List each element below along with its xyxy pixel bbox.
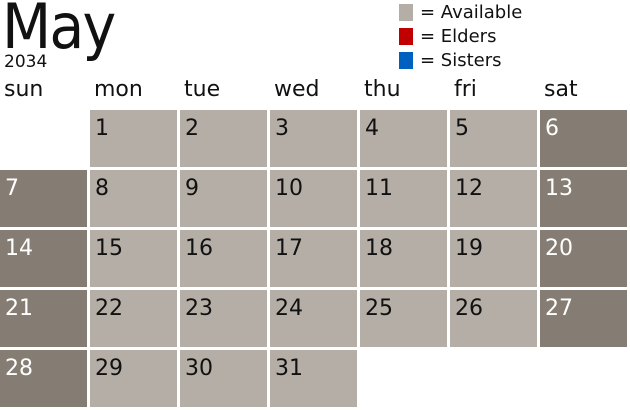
legend-item-elders: = Elders [399, 24, 522, 48]
weekday-header-sat: sat [544, 77, 578, 102]
day-cell-13[interactable]: 13 [540, 170, 627, 227]
day-cell-2[interactable]: 2 [180, 110, 267, 167]
legend-label: = Elders [420, 25, 497, 47]
day-cell-16[interactable]: 16 [180, 230, 267, 287]
weekday-header-mon: mon [94, 77, 143, 102]
day-cell-22[interactable]: 22 [90, 290, 177, 347]
day-cell-11[interactable]: 11 [360, 170, 447, 227]
elders-swatch [399, 27, 413, 45]
weekday-header-fri: fri [454, 77, 477, 102]
weekday-header-wed: wed [274, 77, 320, 102]
legend-item-sisters: = Sisters [399, 48, 522, 72]
day-cell-18[interactable]: 18 [360, 230, 447, 287]
day-cell-28[interactable]: 28 [0, 350, 87, 407]
day-cell-6[interactable]: 6 [540, 110, 627, 167]
day-cell-29[interactable]: 29 [90, 350, 177, 407]
day-cell-14[interactable]: 14 [0, 230, 87, 287]
day-cell-5[interactable]: 5 [450, 110, 537, 167]
day-cell-4[interactable]: 4 [360, 110, 447, 167]
legend-item-available: = Available [399, 0, 522, 24]
day-cell-23[interactable]: 23 [180, 290, 267, 347]
day-cell-24[interactable]: 24 [270, 290, 357, 347]
day-cell-26[interactable]: 26 [450, 290, 537, 347]
weekday-header-tue: tue [184, 77, 221, 102]
weekday-header-sun: sun [4, 77, 44, 102]
year-label: 2034 [4, 52, 48, 72]
legend: = Available = Elders = Sisters [399, 0, 522, 72]
day-cell-31[interactable]: 31 [270, 350, 357, 407]
day-cell-10[interactable]: 10 [270, 170, 357, 227]
day-cell-21[interactable]: 21 [0, 290, 87, 347]
legend-label: = Sisters [420, 49, 502, 71]
legend-label: = Available [420, 1, 523, 23]
weekday-header-thu: thu [364, 77, 401, 102]
day-cell-20[interactable]: 20 [540, 230, 627, 287]
day-cell-7[interactable]: 7 [0, 170, 87, 227]
day-cell-27[interactable]: 27 [540, 290, 627, 347]
day-cell-30[interactable]: 30 [180, 350, 267, 407]
day-cell-17[interactable]: 17 [270, 230, 357, 287]
day-cell-9[interactable]: 9 [180, 170, 267, 227]
day-cell-19[interactable]: 19 [450, 230, 537, 287]
available-swatch [399, 3, 413, 21]
day-cell-25[interactable]: 25 [360, 290, 447, 347]
day-cell-15[interactable]: 15 [90, 230, 177, 287]
day-cell-12[interactable]: 12 [450, 170, 537, 227]
day-cell-1[interactable]: 1 [90, 110, 177, 167]
day-cell-8[interactable]: 8 [90, 170, 177, 227]
month-title: May [2, 0, 116, 63]
day-cell-3[interactable]: 3 [270, 110, 357, 167]
sisters-swatch [399, 51, 413, 69]
